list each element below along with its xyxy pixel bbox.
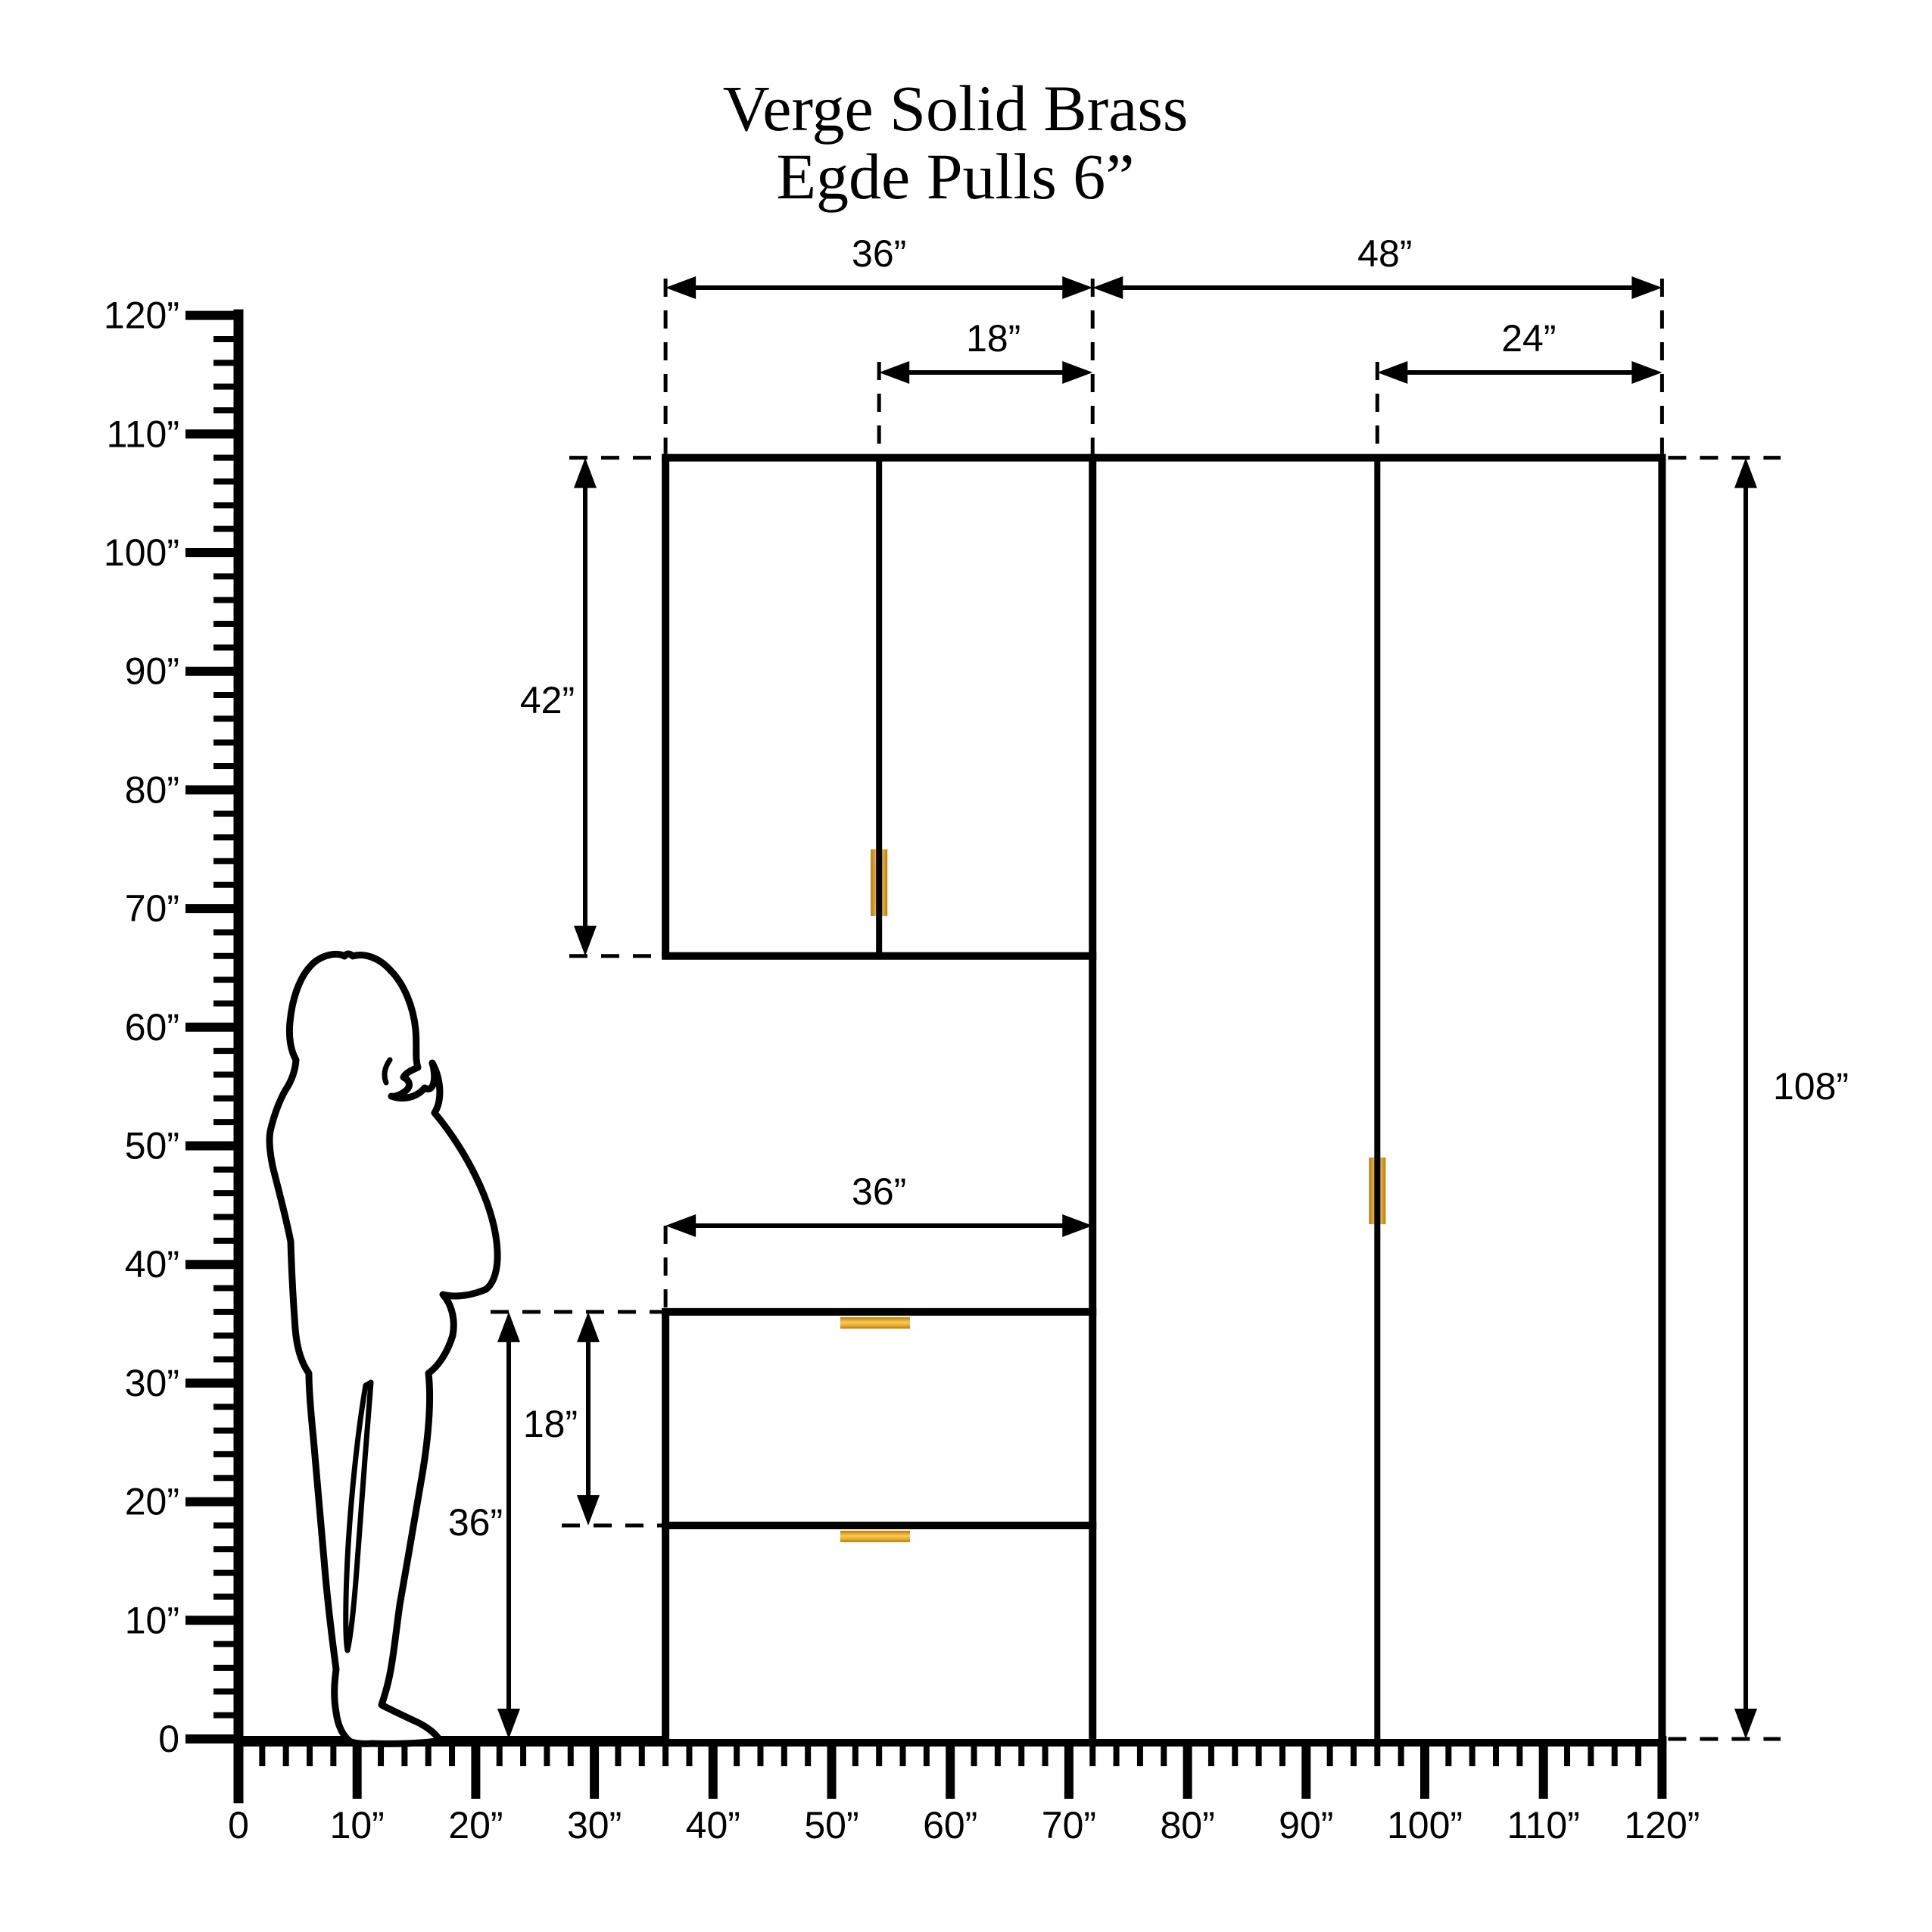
x-tick-label: 110” — [1507, 1804, 1580, 1846]
dim-wall-width-arrowhead — [665, 276, 696, 299]
dim-wall-door-label: 18” — [966, 317, 1021, 360]
dim-base-height-arrowhead — [497, 1709, 520, 1739]
dim-wall-door-arrowhead — [1062, 361, 1093, 384]
dim-wall-height-arrowhead — [574, 925, 597, 956]
y-tick-label: 30” — [125, 1362, 179, 1404]
dim-drawer-height-arrowhead — [577, 1494, 600, 1525]
y-tick-label: 20” — [125, 1481, 179, 1523]
y-tick-label: 90” — [125, 650, 179, 693]
human-figure-silhouette — [266, 950, 501, 1747]
dim-tall-width-label: 48” — [1357, 232, 1412, 275]
title-line-1: Verge Solid Brass — [723, 72, 1189, 145]
dim-wall-door-arrowhead — [879, 361, 910, 384]
cabinet-elevations — [665, 457, 1662, 1739]
figure-inner-leg-line — [343, 1379, 374, 1653]
x-tick-label: 80” — [1160, 1804, 1214, 1846]
dim-wall-width-label: 36” — [852, 232, 906, 275]
dim-wall-height-label: 42” — [520, 679, 575, 721]
dimension-annotations: 36” 48” 18” 24” 42” 108” 36” 18” 36” — [448, 232, 1849, 1739]
dim-wall-width-arrowhead — [1062, 276, 1093, 299]
y-tick-label: 10” — [125, 1599, 179, 1641]
extension-dashes — [491, 279, 1781, 1741]
figure-hand-detail — [382, 1057, 393, 1086]
x-tick-label: 30” — [567, 1804, 622, 1846]
dim-base-width-label: 36” — [852, 1170, 906, 1213]
dim-total-height-arrowhead — [1734, 457, 1757, 488]
dim-tall-door-label: 24” — [1501, 317, 1556, 360]
y-tick-label: 80” — [125, 768, 179, 811]
vertical-ruler: 0 10” 20” 30” 40” 50” 60” 70” 80” 90” 100” 110” 120” — [104, 294, 244, 1803]
cabinet-outlines — [662, 453, 1666, 1739]
x-tick-label: 90” — [1279, 1804, 1333, 1846]
dim-tall-width-arrowhead — [1631, 276, 1662, 299]
title-line-2: Egde Pulls 6” — [777, 140, 1135, 213]
dim-base-height-label: 36” — [448, 1501, 503, 1544]
x-tick-label: 70” — [1042, 1804, 1096, 1846]
dim-tall-door-arrowhead — [1631, 361, 1662, 384]
dim-tall-door-arrowhead — [1377, 361, 1408, 384]
x-tick-label: 50” — [804, 1804, 858, 1846]
dim-wall-height-arrowhead — [574, 457, 597, 488]
y-tick-label: 120” — [104, 294, 179, 337]
y-tick-label: 0 — [158, 1718, 179, 1760]
y-tick-label: 50” — [125, 1125, 179, 1167]
x-tick-label: 60” — [923, 1804, 977, 1846]
dim-base-width-arrowhead — [1062, 1214, 1093, 1237]
y-tick-label: 70” — [125, 887, 179, 930]
top-drawer-pull — [840, 1317, 910, 1329]
x-tick-label: 20” — [448, 1804, 503, 1846]
x-tick-label: 120” — [1624, 1804, 1700, 1846]
dim-total-height-arrowhead — [1734, 1709, 1757, 1739]
x-tick-label: 10” — [330, 1804, 385, 1846]
dim-drawer-height-label: 18” — [523, 1403, 578, 1445]
figure-body-outline — [266, 950, 501, 1747]
dim-tall-width-arrowhead — [1092, 276, 1123, 299]
y-tick-label: 60” — [125, 1006, 179, 1049]
y-tick-label: 100” — [104, 531, 179, 574]
x-tick-label: 40” — [686, 1804, 740, 1846]
y-tick-label: 40” — [125, 1243, 179, 1285]
x-tick-label: 100” — [1387, 1804, 1463, 1846]
dim-base-width-arrowhead — [665, 1214, 696, 1237]
dim-total-height-label: 108” — [1773, 1065, 1849, 1108]
dim-drawer-height-arrowhead — [577, 1311, 600, 1342]
bottom-drawer-pull — [840, 1530, 910, 1542]
horizontal-ruler: 0 10” 20” 30” 40” 50” 60” 70” 80” 90” 100” 110” 120” — [228, 1736, 1700, 1846]
x-tick-label: 0 — [228, 1804, 249, 1846]
dim-base-height-arrowhead — [497, 1311, 520, 1342]
y-tick-label: 110” — [107, 413, 179, 455]
